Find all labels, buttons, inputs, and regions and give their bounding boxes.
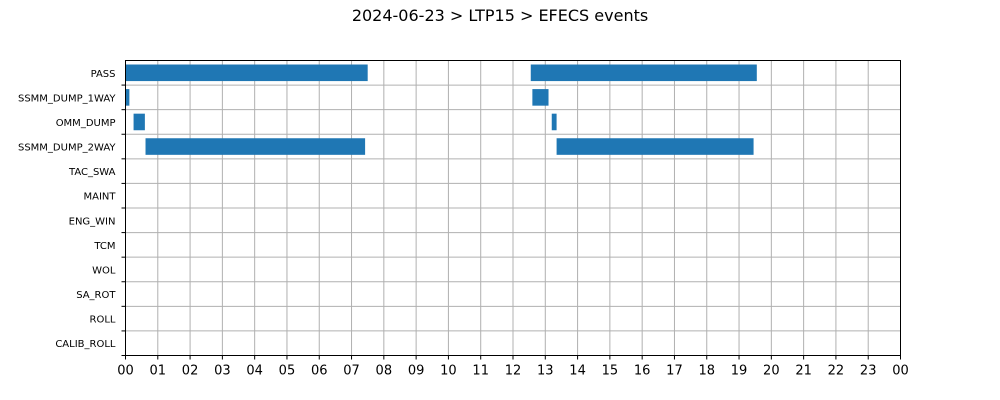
x-axis-ticks: 00 01 02 03 04 05 06 07 08 09 10 11 12 13 14 15 16 17 18 19…	[117, 355, 909, 379]
event-bar-pass	[125, 64, 368, 82]
y-tick-label: SA_ROT	[76, 290, 116, 301]
x-tick-label: 10	[440, 364, 457, 379]
x-tick-label: 13	[537, 364, 554, 379]
y-tick-label: CALIB_ROLL	[55, 339, 116, 350]
x-tick-label: 16	[634, 364, 651, 379]
x-tick-label: 18	[698, 364, 715, 379]
x-tick-label: 14	[569, 364, 586, 379]
x-tick-label: 00	[117, 364, 134, 379]
event-bar-omm-dump	[551, 113, 557, 131]
y-tick-label: WOL	[92, 265, 116, 276]
event-bar-pass	[530, 64, 757, 82]
event-bar-ssmm-dump-2way	[145, 138, 366, 155]
x-tick-label: 21	[795, 364, 812, 379]
y-tick-label: OMM_DUMP	[56, 118, 116, 129]
event-bar-omm-dump	[133, 113, 145, 131]
bar-layer	[125, 64, 757, 155]
y-tick-label: ROLL	[90, 315, 116, 326]
x-tick-label: 15	[602, 364, 619, 379]
x-tick-label: 09	[408, 364, 425, 379]
x-tick-label: 03	[214, 364, 231, 379]
x-tick-label: 02	[182, 364, 199, 379]
x-tick-label: 05	[279, 364, 296, 379]
y-axis-ticks: PASS SSMM_DUMP_1WAY OMM_DUMP SSMM_DUMP_2WAY…	[18, 69, 126, 356]
x-tick-label: 07	[343, 364, 360, 379]
x-tick-label: 00	[892, 364, 909, 379]
x-tick-label: 17	[666, 364, 683, 379]
x-tick-label: 06	[311, 364, 328, 379]
event-bar-ssmm-dump-1way	[532, 89, 549, 106]
x-tick-label: 08	[376, 364, 393, 379]
y-tick-label: MAINT	[83, 192, 116, 203]
x-tick-label: 22	[828, 364, 845, 379]
x-tick-label: 19	[731, 364, 748, 379]
y-tick-label: PASS	[91, 69, 116, 80]
x-tick-label: 12	[505, 364, 522, 379]
chart-title: 2024-06-23 > LTP15 > EFECS events	[351, 6, 649, 25]
x-tick-label: 23	[860, 364, 877, 379]
x-tick-label: 04	[246, 364, 263, 379]
x-tick-label: 01	[150, 364, 167, 379]
event-bar-ssmm-dump-1way	[125, 89, 130, 106]
y-tick-label: SSMM_DUMP_1WAY	[18, 93, 116, 104]
grid-layer	[125, 60, 901, 356]
y-tick-label: TAC_SWA	[68, 167, 116, 178]
y-tick-label: SSMM_DUMP_2WAY	[18, 143, 116, 154]
y-tick-label: ENG_WIN	[69, 216, 116, 227]
x-tick-label: 11	[472, 364, 489, 379]
x-tick-label: 20	[763, 364, 780, 379]
y-tick-label: TCM	[93, 241, 115, 252]
event-bar-ssmm-dump-2way	[556, 138, 754, 155]
